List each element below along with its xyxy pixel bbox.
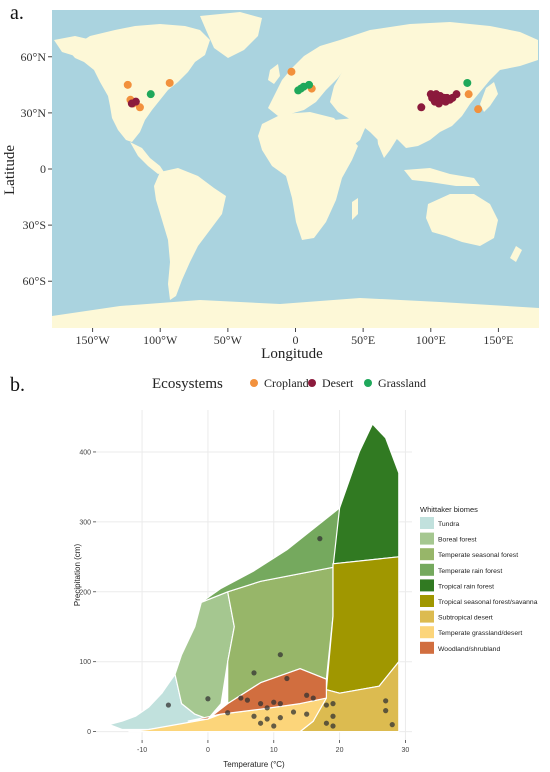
land-alaska: [54, 36, 92, 56]
map-legend-title: Ecosystems: [152, 376, 223, 392]
map-point-grassland: [463, 78, 472, 87]
map-point-cropland: [474, 105, 483, 114]
map-point-desert: [452, 90, 461, 99]
panel-label-b: b.: [10, 374, 25, 396]
map-legend: Ecosystems Cropland Desert Grassland: [152, 376, 426, 392]
map-x-tick-label: 100°E: [416, 333, 446, 347]
map-legend-key-grassland: [364, 379, 372, 387]
land-madagascar: [352, 198, 358, 220]
map-y-tick-label: 0: [40, 162, 46, 176]
land-arabia: [334, 118, 366, 148]
land-africa: [258, 112, 358, 240]
land-india: [376, 122, 400, 158]
map-point-grassland: [146, 90, 155, 99]
land-uk: [268, 64, 280, 84]
map-legend-label-cropland: Cropland: [264, 376, 309, 390]
map-point-cropland: [123, 80, 132, 89]
map-legend-key-desert: [308, 379, 316, 387]
map-x-tick-label: 50°W: [214, 333, 243, 347]
land-australia: [426, 194, 498, 246]
map-x-tick-label: 50°E: [351, 333, 375, 347]
land-japan: [480, 82, 498, 112]
map-point-grassland: [305, 80, 314, 89]
land-antarctica: [52, 298, 539, 328]
map-point-desert: [417, 103, 426, 112]
map-point-cropland: [135, 103, 144, 112]
map-legend-label-desert: Desert: [322, 376, 354, 390]
map-legend-key-cropland: [250, 379, 258, 387]
map-x-axis-label: Longitude: [261, 346, 323, 362]
map-y-tick-label: 30°S: [23, 218, 46, 232]
map-point-cropland: [464, 90, 473, 99]
map-y-axis-label: Latitude: [2, 145, 18, 195]
land-central-america: [130, 142, 164, 174]
map-point-desert: [131, 97, 140, 106]
map-point-cropland: [165, 78, 174, 87]
land-greenland: [200, 12, 262, 58]
map-x-tick-label: 100°W: [143, 333, 178, 347]
map-land: [52, 12, 539, 328]
land-asia: [330, 22, 538, 148]
map-x-tick-label: 150°W: [76, 333, 111, 347]
map-y-tick-label: 30°N: [21, 106, 47, 120]
land-new-zealand: [510, 246, 522, 262]
map-x-tick-label: 150°E: [483, 333, 513, 347]
map-y-tick-label: 60°N: [21, 50, 47, 64]
land-south-america: [154, 168, 226, 300]
map-point-cropland: [287, 67, 296, 76]
land-north-america: [68, 24, 210, 142]
panel-label-a: a.: [10, 2, 24, 24]
land-europe: [268, 40, 352, 116]
land-indonesia: [404, 168, 480, 186]
map-x-tick-label: 0: [293, 333, 299, 347]
map-legend-label-grassland: Grassland: [378, 376, 426, 390]
map-y-tick-label: 60°S: [23, 274, 46, 288]
